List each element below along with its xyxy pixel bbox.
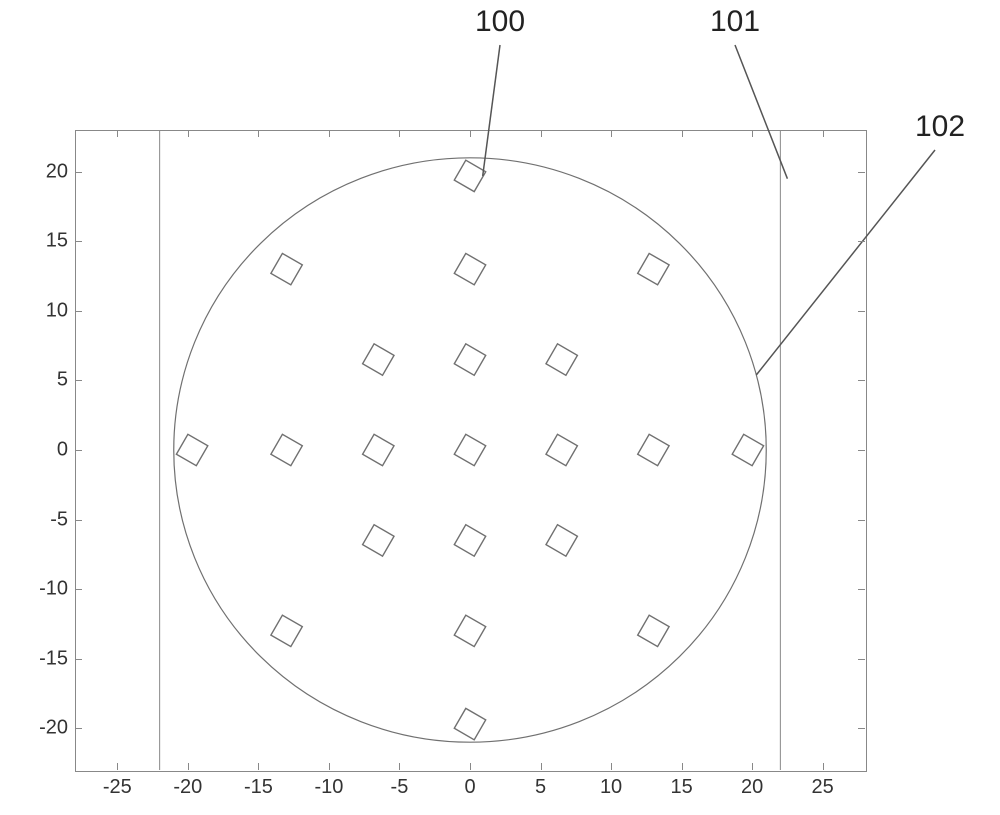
data-marker (454, 344, 485, 375)
x-tick-label: -15 (244, 776, 273, 799)
x-tick-label: -5 (391, 776, 409, 799)
x-tick-mark (611, 763, 612, 770)
x-tick-mark (188, 763, 189, 770)
x-tick-mark (823, 130, 824, 137)
x-tick-label: 20 (741, 776, 763, 799)
x-tick-mark (752, 763, 753, 770)
data-marker (271, 615, 302, 646)
y-tick-label: 15 (30, 230, 68, 253)
y-tick-label: -20 (30, 717, 68, 740)
x-tick-mark (752, 130, 753, 137)
boundary-circle (174, 158, 767, 742)
x-tick-mark (682, 763, 683, 770)
callout-102: 102 (915, 110, 965, 144)
data-marker (638, 615, 669, 646)
y-tick-label: 5 (30, 369, 68, 392)
x-tick-label: 0 (464, 776, 475, 799)
x-tick-mark (329, 763, 330, 770)
data-marker (454, 708, 485, 739)
x-tick-mark (541, 763, 542, 770)
y-tick-mark (75, 172, 82, 173)
y-tick-mark (858, 728, 865, 729)
data-marker (546, 344, 577, 375)
y-tick-label: -10 (30, 578, 68, 601)
data-marker (546, 434, 577, 465)
data-marker (732, 434, 763, 465)
data-marker (454, 434, 485, 465)
x-tick-label: -20 (173, 776, 202, 799)
data-marker (363, 434, 394, 465)
callout-101: 101 (710, 5, 760, 39)
y-tick-mark (858, 311, 865, 312)
y-tick-mark (75, 311, 82, 312)
y-tick-mark (858, 450, 865, 451)
x-tick-mark (399, 130, 400, 137)
x-tick-mark (611, 130, 612, 137)
data-marker (454, 525, 485, 556)
y-tick-label: -15 (30, 647, 68, 670)
data-marker (638, 253, 669, 284)
y-tick-mark (858, 172, 865, 173)
data-marker (454, 253, 485, 284)
y-tick-mark (75, 589, 82, 590)
x-tick-label: -25 (103, 776, 132, 799)
callout-100: 100 (475, 5, 525, 39)
data-marker (176, 434, 207, 465)
data-marker (271, 253, 302, 284)
y-tick-mark (75, 520, 82, 521)
data-marker (454, 615, 485, 646)
y-tick-mark (858, 520, 865, 521)
y-tick-mark (858, 659, 865, 660)
y-tick-label: 10 (30, 299, 68, 322)
x-tick-mark (329, 130, 330, 137)
x-tick-mark (541, 130, 542, 137)
y-tick-mark (75, 659, 82, 660)
y-tick-mark (858, 241, 865, 242)
data-marker (638, 434, 669, 465)
y-tick-label: 20 (30, 160, 68, 183)
x-tick-mark (470, 130, 471, 137)
data-marker (546, 525, 577, 556)
y-tick-mark (75, 450, 82, 451)
x-tick-mark (823, 763, 824, 770)
figure-canvas: 100 101 102 -25-20-15-10-50510152025-20-… (0, 0, 1000, 815)
x-tick-mark (117, 763, 118, 770)
x-tick-mark (258, 130, 259, 137)
y-tick-mark (858, 589, 865, 590)
x-tick-label: -10 (314, 776, 343, 799)
y-tick-label: 0 (30, 439, 68, 462)
x-tick-mark (258, 763, 259, 770)
data-marker (271, 434, 302, 465)
leader-line (756, 150, 935, 375)
x-tick-label: 5 (535, 776, 546, 799)
data-marker (363, 344, 394, 375)
x-tick-label: 10 (600, 776, 622, 799)
x-tick-mark (470, 763, 471, 770)
x-tick-mark (682, 130, 683, 137)
leader-line (735, 45, 787, 179)
y-tick-mark (75, 241, 82, 242)
plot-svg-overlay (0, 0, 1000, 815)
x-tick-mark (188, 130, 189, 137)
y-tick-mark (75, 380, 82, 381)
x-tick-label: 15 (670, 776, 692, 799)
x-tick-label: 25 (812, 776, 834, 799)
x-tick-mark (399, 763, 400, 770)
leader-line (483, 45, 500, 176)
y-tick-label: -5 (30, 508, 68, 531)
x-tick-mark (117, 130, 118, 137)
y-tick-mark (858, 380, 865, 381)
data-marker (363, 525, 394, 556)
data-marker (454, 160, 485, 191)
y-tick-mark (75, 728, 82, 729)
